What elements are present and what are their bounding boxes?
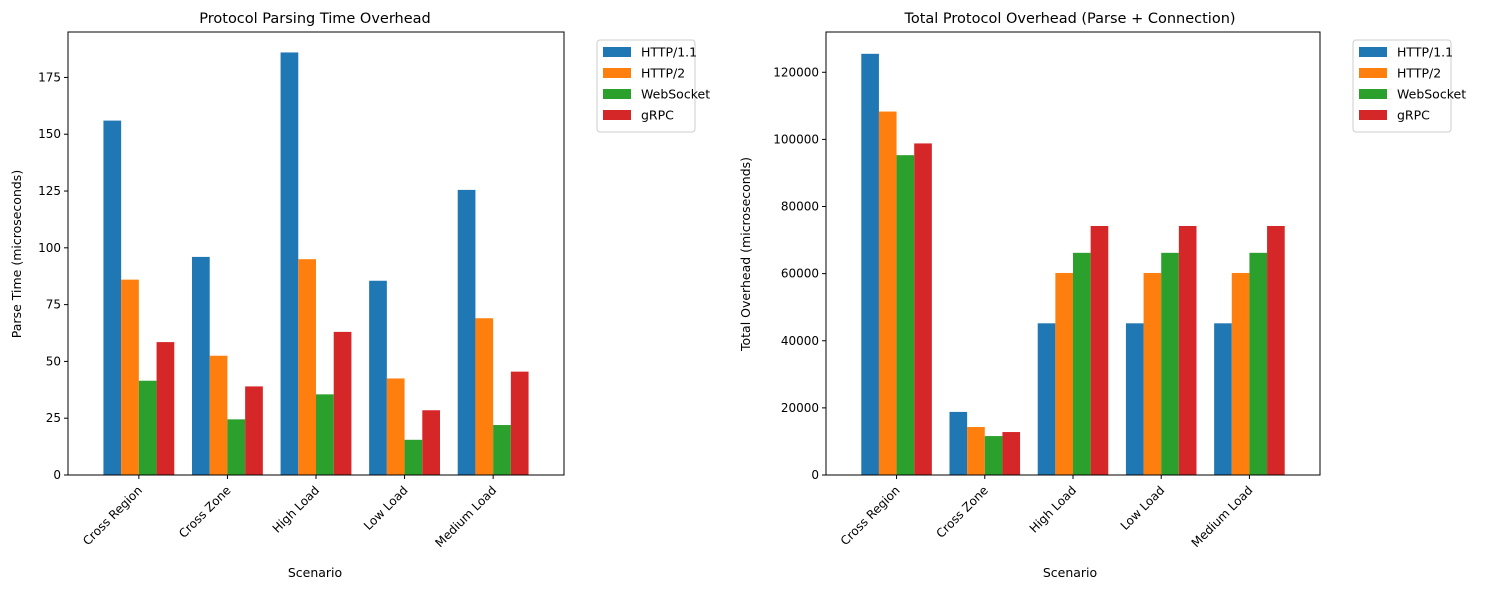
y-tick-label: 40000 xyxy=(781,334,819,348)
y-axis-label: Total Overhead (microseconds) xyxy=(738,157,753,352)
bar-http-2-high-load xyxy=(1055,272,1073,475)
legend-box xyxy=(1352,39,1452,133)
bar-websocket-cross-region xyxy=(138,380,157,475)
bar-http-2-medium-load xyxy=(475,318,494,475)
legend-label: HTTP/2 xyxy=(641,66,685,81)
legend-swatch xyxy=(603,68,631,78)
bar-grpc-cross-region xyxy=(156,342,175,475)
legend-swatch xyxy=(1359,68,1387,78)
bar-grpc-high-load xyxy=(333,331,352,475)
legend-swatch xyxy=(603,110,631,120)
bar-http-1-1-medium-load xyxy=(457,189,476,475)
legend-label: gRPC xyxy=(641,108,674,123)
y-tick-label: 175 xyxy=(38,70,61,84)
bar-websocket-high-load xyxy=(1073,252,1091,475)
legend-label: WebSocket xyxy=(1397,87,1466,102)
bar-http-1-1-cross-region xyxy=(861,53,879,476)
y-tick-label: 100 xyxy=(38,241,61,255)
bar-websocket-cross-zone xyxy=(984,436,1003,475)
legend-label: WebSocket xyxy=(641,87,710,102)
bar-http-2-high-load xyxy=(298,259,316,475)
bar-grpc-cross-zone xyxy=(1002,432,1021,475)
legend-label: HTTP/1.1 xyxy=(1397,45,1453,60)
bar-http-1-1-cross-region xyxy=(103,120,122,475)
y-tick-label: 150 xyxy=(38,127,61,141)
plot-frame xyxy=(825,31,1321,476)
bar-grpc-cross-zone xyxy=(245,386,263,475)
legend: HTTP/1.1 HTTP/2 WebSocket gRPC xyxy=(596,39,710,133)
y-ticks-group: 0 20000 40000 60000 80000 100000 120000 xyxy=(773,65,826,482)
bar-grpc-medium-load xyxy=(1267,225,1285,475)
bar-websocket-medium-load xyxy=(1249,252,1268,475)
bar-http-1-1-medium-load xyxy=(1214,323,1232,475)
total-overhead-chart: Total Protocol Overhead (Parse + Connect… xyxy=(738,11,1466,580)
y-tick-label: 20000 xyxy=(781,401,819,415)
bar-http-1-1-low-load xyxy=(369,280,387,475)
bar-grpc-medium-load xyxy=(510,371,529,475)
chart-title: Total Protocol Overhead (Parse + Connect… xyxy=(903,11,1235,27)
y-tick-label: 120000 xyxy=(773,65,819,79)
y-tick-label: 80000 xyxy=(781,200,819,214)
legend-swatch xyxy=(1359,47,1387,57)
bar-http-1-1-high-load xyxy=(1037,323,1056,475)
y-tick-label: 100000 xyxy=(773,132,819,146)
bar-grpc-low-load xyxy=(422,410,440,475)
y-tick-label: 0 xyxy=(811,468,819,482)
legend-swatch xyxy=(1359,110,1387,120)
bar-grpc-cross-region xyxy=(914,143,932,476)
y-tick-label: 75 xyxy=(46,298,61,312)
bar-grpc-high-load xyxy=(1090,225,1109,475)
bar-grpc-low-load xyxy=(1178,225,1197,475)
bars-group xyxy=(861,53,1285,476)
legend-box xyxy=(596,39,696,133)
y-tick-label: 60000 xyxy=(781,267,819,281)
plot-frame xyxy=(67,31,565,476)
bar-websocket-cross-zone xyxy=(227,419,246,475)
y-axis-label: Parse Time (microseconds) xyxy=(9,170,24,338)
legend-label: gRPC xyxy=(1397,108,1430,123)
bar-http-1-1-high-load xyxy=(280,52,299,475)
bar-websocket-low-load xyxy=(1161,252,1179,475)
y-tick-label: 125 xyxy=(38,184,61,198)
y-tick-label: 25 xyxy=(46,411,61,425)
bar-websocket-low-load xyxy=(404,439,423,475)
bar-http-2-low-load xyxy=(386,378,405,475)
bar-http-1-1-cross-zone xyxy=(192,256,210,475)
chart-title: Protocol Parsing Time Overhead xyxy=(199,11,430,27)
bar-http-2-medium-load xyxy=(1231,272,1250,475)
y-tick-label: 0 xyxy=(53,468,61,482)
bar-http-2-cross-zone xyxy=(209,355,228,475)
bar-http-2-low-load xyxy=(1143,272,1162,475)
x-axis-label: Scenario xyxy=(288,565,342,580)
legend-label: HTTP/1.1 xyxy=(641,45,697,60)
y-ticks-group: 0 25 50 75 100 125 150 175 xyxy=(38,70,68,482)
y-tick-label: 50 xyxy=(46,354,61,368)
bar-http-2-cross-region xyxy=(878,111,897,475)
legend-label: HTTP/2 xyxy=(1397,66,1441,81)
bar-websocket-medium-load xyxy=(493,425,511,475)
bar-websocket-cross-region xyxy=(896,155,915,476)
bar-http-1-1-low-load xyxy=(1125,323,1144,475)
legend-swatch xyxy=(603,47,631,57)
legend: HTTP/1.1 HTTP/2 WebSocket gRPC xyxy=(1352,39,1466,133)
legend-swatch xyxy=(1359,89,1387,99)
bars-group xyxy=(103,52,529,475)
bar-http-2-cross-zone xyxy=(967,427,985,475)
legend-swatch xyxy=(603,89,631,99)
bar-websocket-high-load xyxy=(316,394,334,475)
bar-http-1-1-cross-zone xyxy=(949,411,968,475)
bar-http-2-cross-region xyxy=(121,279,139,475)
x-axis-label: Scenario xyxy=(1043,565,1097,580)
